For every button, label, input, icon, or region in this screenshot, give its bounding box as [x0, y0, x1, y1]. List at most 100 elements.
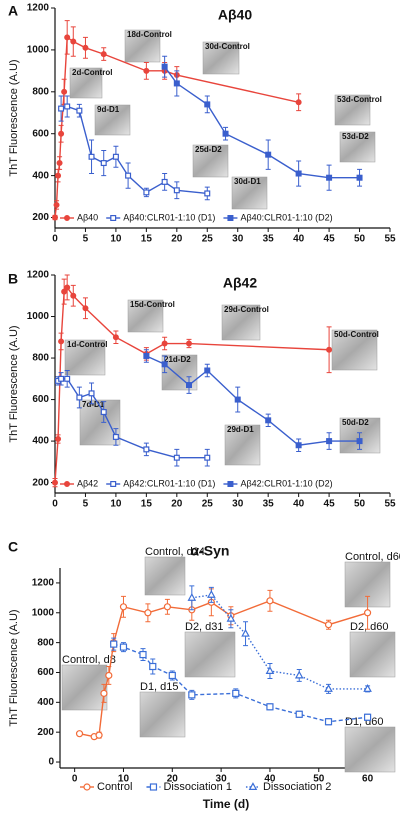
series-line [60, 105, 208, 195]
marker [324, 621, 333, 629]
legend-marker [110, 215, 117, 222]
marker [58, 338, 65, 345]
marker [112, 433, 119, 440]
y-axis-label: ThT Fluorescence (A.U) [8, 59, 20, 176]
marker [55, 172, 62, 179]
x-tick-label: 50 [354, 499, 366, 510]
legend-marker [227, 481, 234, 488]
marker [324, 718, 333, 726]
y-tick-label: 0 [48, 757, 54, 768]
marker [363, 713, 372, 721]
marker [100, 51, 107, 58]
marker [186, 340, 193, 347]
marker [100, 409, 107, 416]
y-axis-label: ThT Fluorescence (A.U) [8, 325, 20, 442]
x-tick-label: 5 [83, 499, 89, 510]
chart-title: α-Syn [191, 543, 230, 559]
x-tick-label: 25 [202, 234, 214, 245]
marker [82, 44, 89, 51]
x-tick-label: 40 [293, 499, 305, 510]
micrograph-label: 9d-D1 [97, 105, 120, 114]
micrograph-thumbnail [61, 664, 108, 711]
marker [70, 292, 77, 299]
x-tick-label: 10 [110, 499, 122, 510]
y-tick-label: 400 [32, 436, 49, 447]
marker [76, 394, 83, 401]
marker [51, 214, 58, 221]
y-tick-label: 1000 [32, 607, 55, 618]
y-tick-label: 800 [32, 353, 49, 364]
marker [112, 153, 119, 160]
marker [58, 375, 65, 382]
marker [326, 346, 333, 353]
marker [265, 417, 272, 424]
marker [56, 160, 63, 167]
micrograph-label: 50d-D2 [342, 418, 369, 427]
x-tick-label: 50 [313, 774, 325, 785]
micrograph-label: D2, d31 [185, 621, 224, 633]
marker [295, 710, 303, 718]
x-tick-label: 15 [141, 234, 153, 245]
marker [161, 361, 168, 368]
marker [110, 640, 118, 648]
y-tick-label: 600 [32, 128, 49, 139]
marker [58, 130, 65, 137]
marker [144, 609, 152, 617]
x-tick-label: 5 [83, 234, 89, 245]
marker [326, 174, 333, 181]
legend-label: Aβ42:CLR01-1:10 (D1) [123, 478, 215, 488]
micrograph-label: 53d-Control [337, 95, 382, 104]
x-tick-label: 55 [384, 234, 396, 245]
micrograph-label: D1, d15 [140, 681, 179, 693]
marker [119, 603, 128, 611]
marker [173, 80, 180, 87]
x-axis-label: Time (d) [203, 797, 249, 811]
micrograph-thumbnail [144, 556, 186, 596]
marker [226, 613, 236, 622]
marker [64, 284, 71, 291]
y-tick-label: 200 [37, 727, 54, 738]
x-tick-label: 10 [110, 234, 122, 245]
legend-label: Aβ42:CLR01-1:10 (D2) [240, 478, 332, 488]
marker [88, 390, 95, 397]
marker [324, 684, 333, 692]
micrograph-thumbnail [69, 67, 103, 99]
legend-marker [83, 783, 91, 791]
micrograph-label: 50d-Control [334, 330, 379, 339]
marker [61, 88, 68, 95]
micrograph-thumbnail [64, 339, 106, 376]
x-tick-label: 0 [52, 234, 58, 245]
marker [173, 454, 180, 461]
marker [266, 597, 274, 605]
micrograph-thumbnail [184, 631, 236, 678]
marker [58, 105, 65, 112]
panel-letter: A [8, 3, 18, 19]
marker [161, 178, 168, 185]
micrograph-label: 15d-Control [130, 300, 175, 309]
marker [222, 130, 229, 137]
marker [76, 107, 83, 114]
marker [161, 63, 168, 70]
x-tick-label: 45 [324, 499, 336, 510]
micrograph-thumbnail [231, 176, 268, 210]
micrograph-label: 30d-D1 [234, 177, 261, 186]
x-tick-label: 35 [263, 234, 275, 245]
series-line [54, 286, 330, 483]
marker [64, 375, 71, 382]
marker [64, 103, 71, 110]
marker [363, 609, 372, 617]
marker [100, 689, 108, 697]
x-tick-label: 15 [141, 499, 153, 510]
marker [112, 334, 119, 341]
chart-title: Aβ40 [218, 7, 252, 23]
x-tick-label: 35 [263, 499, 275, 510]
marker [143, 189, 150, 196]
marker [149, 662, 157, 671]
marker [88, 153, 95, 160]
marker [356, 174, 363, 181]
micrograph-thumbnail [349, 631, 396, 678]
